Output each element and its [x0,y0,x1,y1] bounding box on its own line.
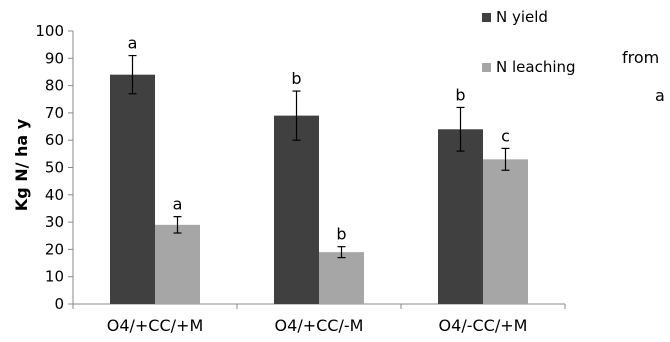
y-tick-label: 60 [45,131,64,149]
bar [274,115,319,304]
y-tick-label: 10 [45,268,64,286]
legend-label: N leaching [496,58,576,76]
bar [319,252,364,304]
legend: N yield N leaching [482,8,576,76]
axes: 0 10 20 30 40 50 60 70 80 90 100 O4/+CC/+M O4/+CC/-M… [35,22,566,335]
legend-swatch [482,13,491,22]
y-tick-label: 30 [45,213,64,231]
significance-label: b [291,69,301,88]
significance-label: b [336,225,346,244]
side-text-from: from [622,48,659,67]
y-axis-label: Kg N/ ha y [12,118,31,211]
significance-label: b [455,85,465,104]
y-tick-label: 40 [45,186,64,204]
x-tick-label: O4/+CC/-M [275,316,364,335]
bars: a b b a b c [110,34,528,305]
legend-swatch [482,63,491,72]
y-tick-label: 90 [45,49,64,67]
x-tick-label: O4/+CC/+M [107,316,204,335]
bar [483,159,528,304]
bar [438,129,483,304]
bar [155,224,200,304]
x-tick-label: O4/-CC/+M [439,316,528,335]
bar [110,74,155,305]
y-tick-label: 50 [45,159,64,177]
y-tick-label: 80 [45,77,64,95]
y-tick-label: 100 [35,22,64,40]
legend-label: N yield [496,8,548,26]
significance-label: a [173,195,183,214]
side-text-a: a [655,86,665,105]
y-tick-label: 20 [45,240,64,258]
significance-label: a [128,34,138,53]
y-tick-label: 70 [45,104,64,122]
y-tick-label: 0 [54,295,64,313]
significance-label: c [501,126,510,145]
